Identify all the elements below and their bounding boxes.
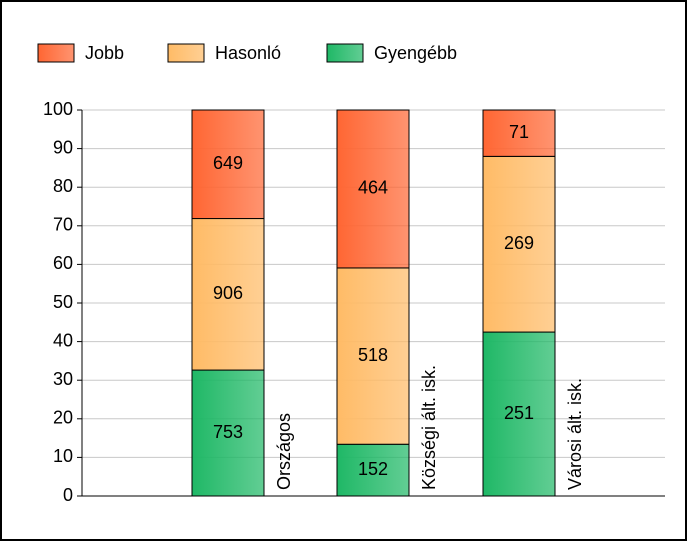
data-label: 251 [504,403,534,423]
y-tick-label: 0 [63,485,73,505]
x-tick-label: Országos [274,413,294,490]
y-tick-label: 30 [53,369,73,389]
legend-label: Jobb [85,43,124,63]
legend-swatch [167,43,205,63]
x-tick-label: Községi ált. isk. [419,365,439,490]
bar-segment [336,267,410,445]
data-label: 753 [213,422,243,442]
data-label: 269 [504,233,534,253]
legend-label: Hasonló [215,43,281,63]
legend-swatch [326,43,364,63]
y-tick-label: 10 [53,446,73,466]
data-label: 649 [213,153,243,173]
y-tick-label: 50 [53,292,73,312]
bar-segment [482,331,556,497]
data-label: 152 [358,459,388,479]
legend-swatch [37,43,75,63]
y-tick-label: 20 [53,408,73,428]
y-tick-label: 60 [53,253,73,273]
y-tick-label: 70 [53,215,73,235]
data-label: 518 [358,345,388,365]
bar-segment [482,155,556,333]
y-tick-label: 100 [43,99,73,119]
bar-segment [482,109,556,157]
bar-segment [191,369,265,497]
y-tick-label: 40 [53,330,73,350]
x-tick-label: Városi ált. isk. [565,378,585,490]
y-tick-label: 90 [53,137,73,157]
bar-segment [336,109,410,269]
data-label: 464 [358,178,388,198]
bar-segment [191,109,265,220]
data-label: 906 [213,283,243,303]
y-tick-label: 80 [53,176,73,196]
legend-label: Gyengébb [374,43,457,63]
data-label: 71 [509,122,529,142]
